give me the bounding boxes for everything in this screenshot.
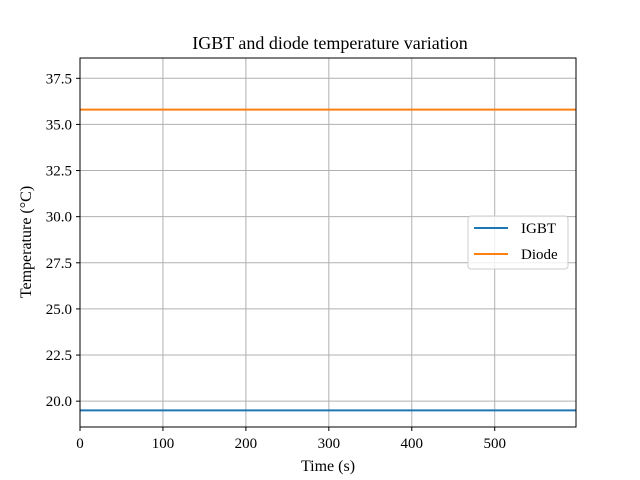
x-tick-label: 0 <box>76 436 84 452</box>
legend-label-diode: Diode <box>521 247 558 263</box>
y-tick-label: 20.0 <box>46 394 72 410</box>
x-tick-label: 300 <box>318 436 341 452</box>
x-tick-label: 400 <box>401 436 424 452</box>
y-tick-label: 35.0 <box>46 117 72 133</box>
legend-label-igbt: IGBT <box>521 221 556 237</box>
x-tick-label: 100 <box>152 436 175 452</box>
y-tick-label: 27.5 <box>46 256 72 272</box>
y-tick-label: 25.0 <box>46 302 72 318</box>
x-tick-label: 200 <box>235 436 258 452</box>
plot-frame <box>79 57 577 428</box>
y-tick-label: 22.5 <box>46 348 72 364</box>
y-tick-label: 37.5 <box>46 71 72 87</box>
y-tick-label: 30.0 <box>46 210 72 226</box>
legend: IGBT Diode <box>467 215 569 270</box>
axis-ticks: 0 100 200 300 400 500 20.0 22.5 25.0 27.5 30.0 32.5… <box>46 71 506 452</box>
x-axis-label: Time (s) <box>301 458 355 475</box>
y-axis-label: Temperature (°C) <box>18 186 35 298</box>
x-tick-label: 500 <box>483 436 506 452</box>
series-lines <box>80 108 576 412</box>
y-tick-label: 32.5 <box>46 164 72 180</box>
legend-box <box>467 215 569 270</box>
chart-title: IGBT and diode temperature variation <box>192 33 468 53</box>
